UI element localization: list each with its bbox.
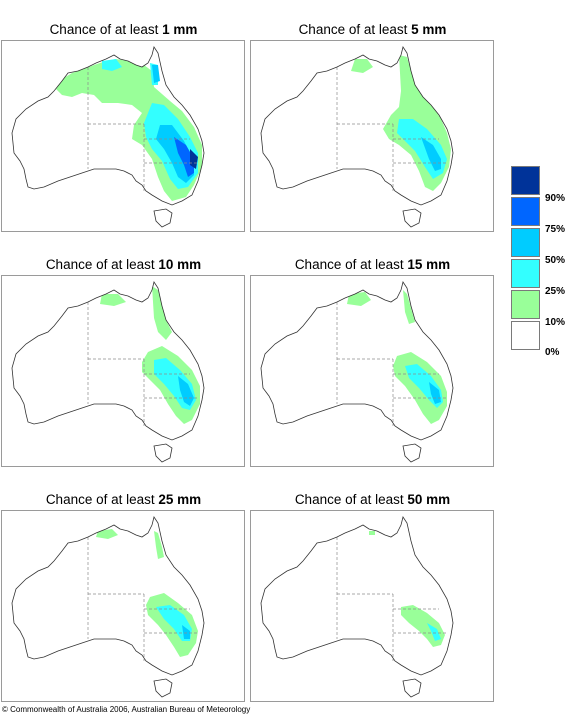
coastline <box>11 281 205 441</box>
legend-swatch-10 <box>511 290 540 319</box>
probability-shading <box>351 55 451 191</box>
legend-swatch-75 <box>511 197 540 226</box>
probability-area <box>403 290 415 324</box>
probability-area <box>182 625 190 639</box>
mainland-fill <box>12 517 204 675</box>
probability-area <box>102 59 122 71</box>
panel-title: Chance of at least 25 mm <box>45 492 202 507</box>
copyright-notice: © Commonwealth of Australia 2006, Austra… <box>2 705 251 714</box>
probability-area <box>96 529 118 539</box>
probability-area <box>174 137 194 177</box>
panel-title: Chance of at least 5 mm <box>298 22 447 37</box>
legend-label-75: 75% <box>545 224 566 235</box>
tasmania <box>402 443 422 463</box>
australia-map <box>250 40 494 232</box>
probability-area <box>100 294 126 306</box>
mainland-fill <box>261 517 453 675</box>
australia-map <box>1 275 245 467</box>
map-svg <box>11 281 205 463</box>
legend-label-25: 25% <box>545 286 566 297</box>
probability-area <box>154 531 164 559</box>
probability-area <box>152 65 160 83</box>
australia-map <box>1 510 245 702</box>
panel-title: Chance of at least 15 mm <box>294 257 451 272</box>
coastline <box>11 46 205 206</box>
australia-map <box>250 275 494 467</box>
panel-title: Chance of at least 1 mm <box>49 22 198 37</box>
legend-swatch-50 <box>511 228 540 257</box>
probability-area <box>178 376 194 406</box>
panel-title: Chance of at least 50 mm <box>294 492 451 507</box>
coastline <box>260 281 454 441</box>
probability-shading <box>56 59 202 201</box>
probability-area <box>369 531 375 535</box>
coastline <box>260 46 454 206</box>
probability-area <box>429 382 441 404</box>
tasmania <box>153 678 173 698</box>
legend-swatch-25 <box>511 259 540 288</box>
probability-shading <box>100 286 200 424</box>
probability-shading <box>347 290 447 424</box>
map-svg <box>260 516 454 698</box>
mainland-fill <box>261 282 453 440</box>
legend-label-10: 10% <box>545 317 566 328</box>
coastline <box>11 516 205 676</box>
tasmania <box>153 208 173 228</box>
map-svg <box>260 281 454 463</box>
map-svg <box>11 516 205 698</box>
probability-area <box>190 149 198 169</box>
legend-swatch-0 <box>511 321 540 350</box>
probability-area <box>347 292 371 306</box>
probability-area <box>351 59 373 73</box>
coastline <box>260 516 454 676</box>
legend-swatch-90 <box>511 166 540 195</box>
tasmania <box>402 208 422 228</box>
map-svg <box>260 46 454 228</box>
tasmania <box>402 678 422 698</box>
legend-label-0: 0% <box>545 347 560 358</box>
probability-area <box>152 286 172 340</box>
map-svg <box>11 46 205 228</box>
australia-map <box>1 40 245 232</box>
probability-area <box>427 623 441 641</box>
probability-area <box>421 137 441 171</box>
australia-map <box>250 510 494 702</box>
probability-area <box>156 125 194 183</box>
legend-label-90: 90% <box>545 193 566 204</box>
tasmania <box>153 443 173 463</box>
probability-shading <box>369 531 445 647</box>
panel-title: Chance of at least 10 mm <box>45 257 202 272</box>
legend-label-50: 50% <box>545 255 566 266</box>
